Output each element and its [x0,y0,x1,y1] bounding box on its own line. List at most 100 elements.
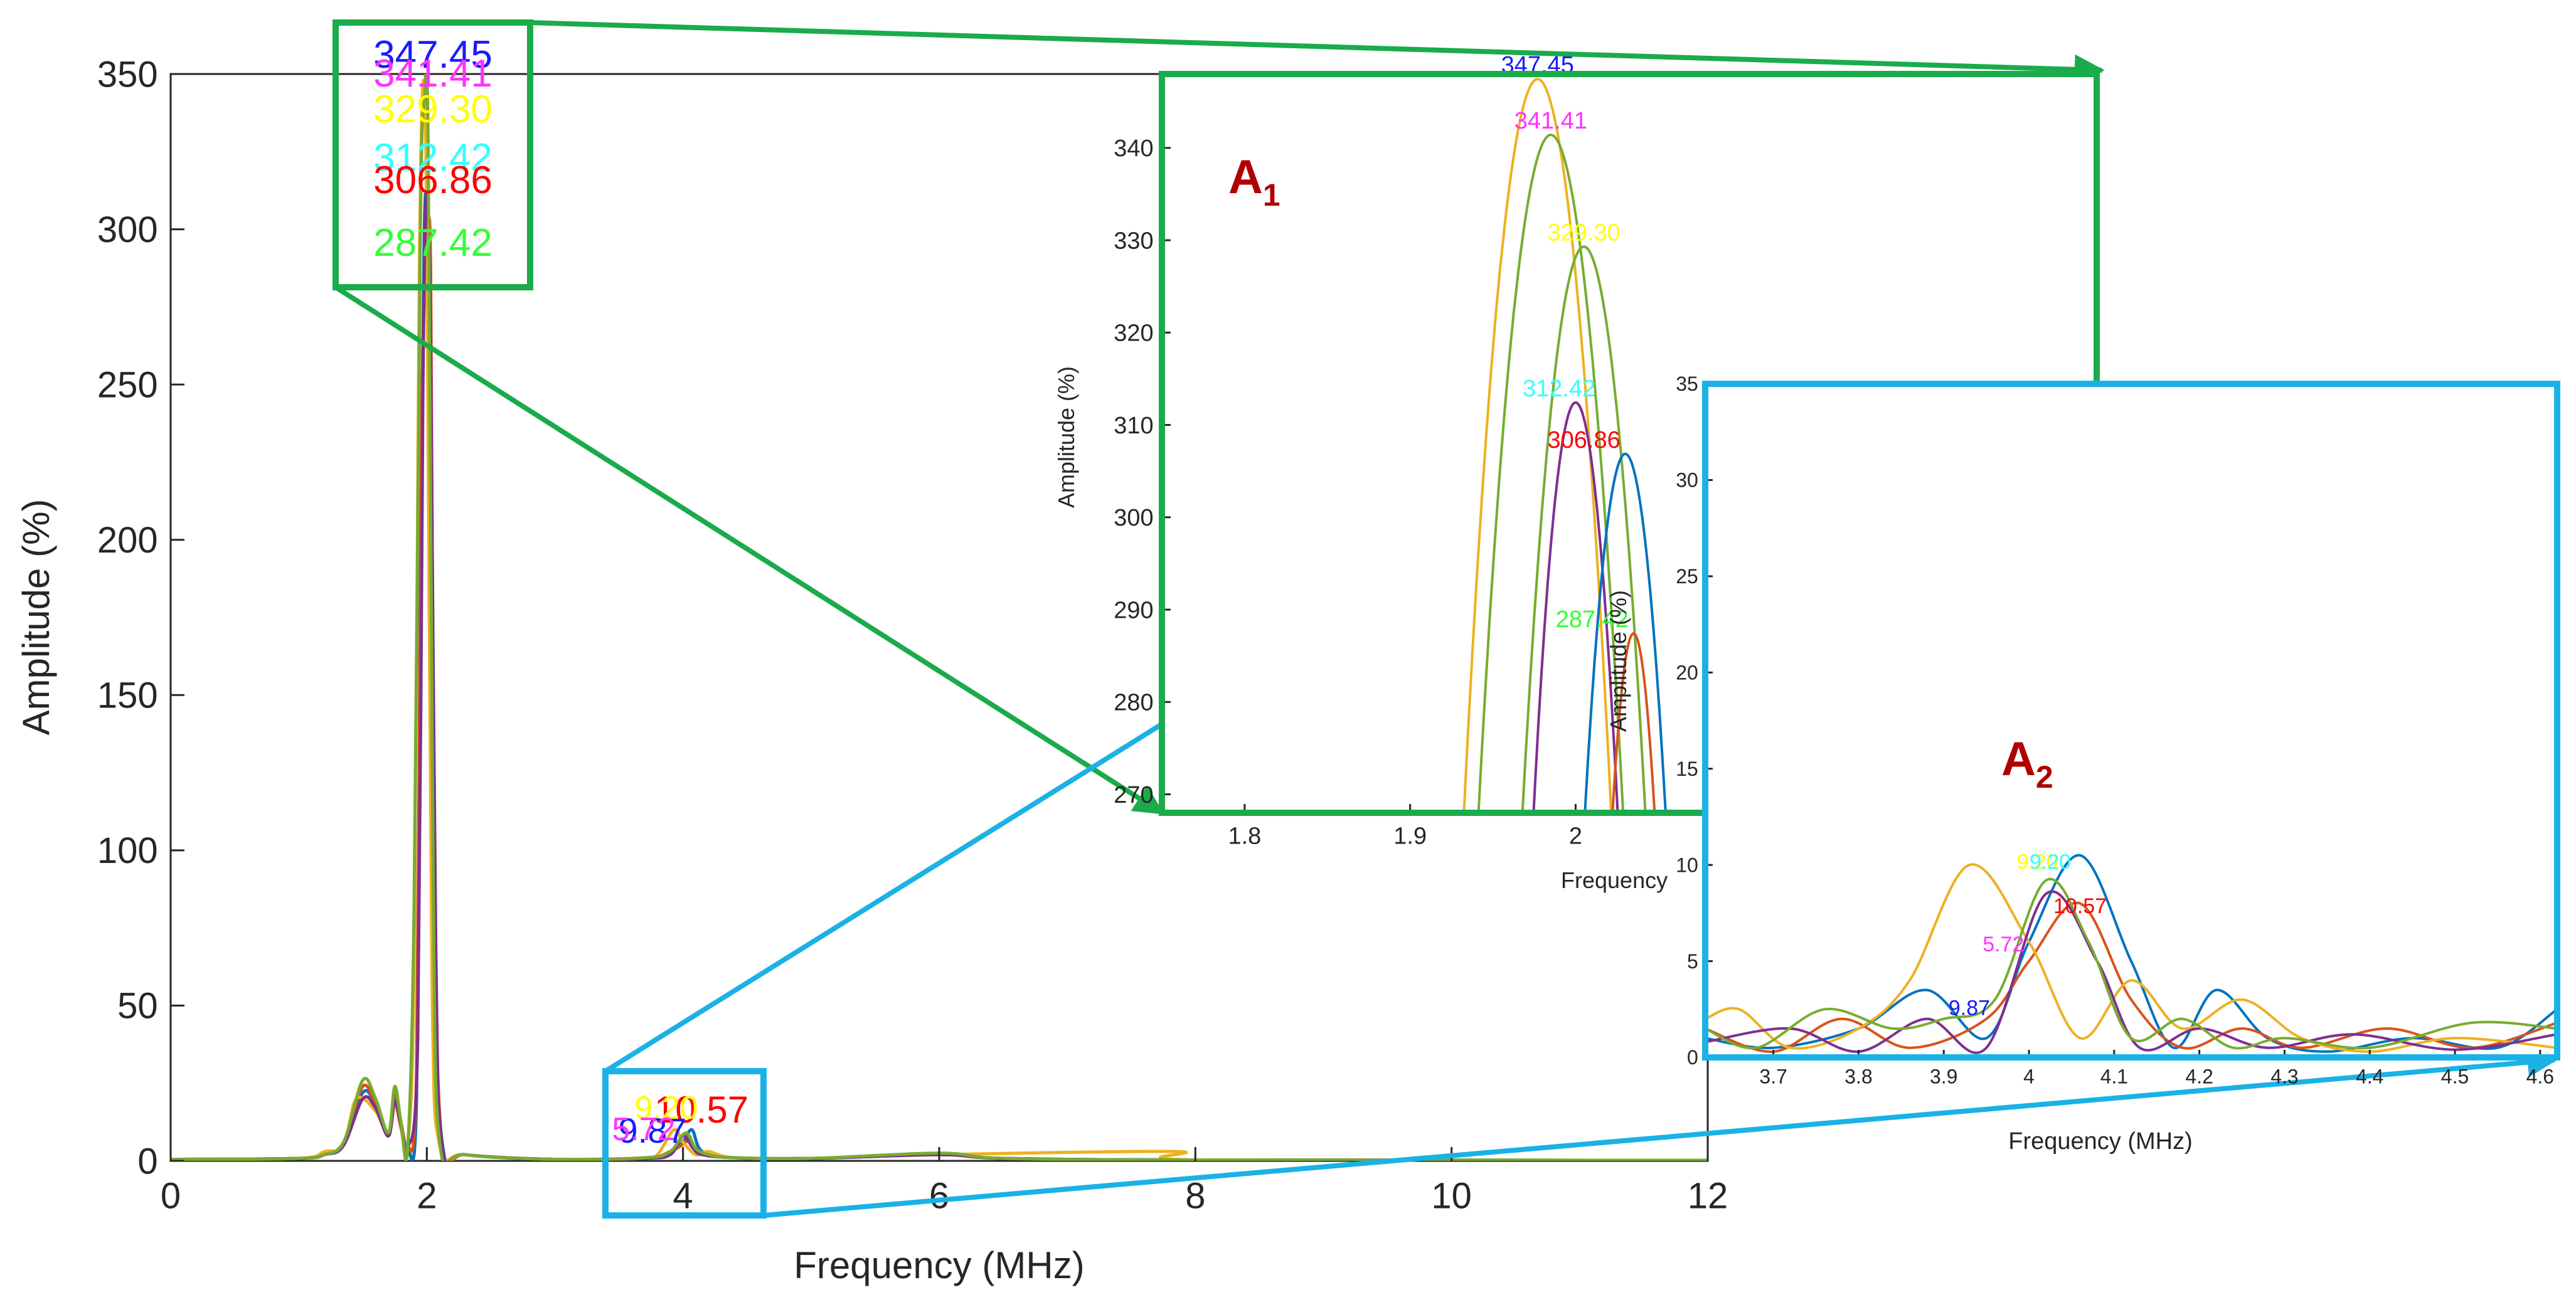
y-tick-label: 5 [1687,950,1698,973]
x-tick-label: 4.2 [2185,1066,2213,1088]
inset-a2-peak-labels: 9.209.20 10.57 5.72 9.87 [1949,850,2107,1020]
zoom-connectors-a1 [333,19,2105,815]
main-small-labels: 10.579.209.875.72 [612,1089,748,1150]
x-tick-label: 4.6 [2526,1066,2554,1088]
main-series-group [171,74,1708,1161]
y-tick-label: 50 [117,986,158,1027]
main-peak-label: 312.42 [373,136,492,179]
y-tick-label: 150 [97,675,158,716]
inset-a2-series-line-3 [1705,863,2557,1053]
y-tick-label: 200 [97,520,158,561]
x-tick-label: 4.1 [2100,1066,2128,1088]
x-tick-label: 3.7 [1759,1066,1787,1088]
y-tick-label: 320 [1114,320,1153,347]
x-tick-label: 2 [1569,823,1582,849]
main-small-label: 5.72 [612,1111,675,1148]
y-tick-label: 0 [137,1141,157,1182]
x-tick-label: 2 [417,1175,437,1216]
main-series-line-5 [171,74,1708,1161]
connector-a1-top [530,20,2105,85]
inset-a2: 9.209.20 10.57 5.72 9.87 3.7 3.8 3.9 4 4.1 4.2 4.… [1605,373,2560,1155]
zoom-box-a1-source [333,19,533,290]
main-small-label: 10.57 [654,1089,748,1131]
y-tick-label: 290 [1114,597,1153,623]
inset-a2-series-line-1 [1705,854,2557,1053]
x-tick-label: 8 [1185,1175,1205,1216]
inset-a1-peak-label: 312.42 [1523,376,1595,402]
inset-a1-peak-curve-4 [1532,401,1619,813]
inset-a2-frame [1702,381,2560,1061]
inset-a1-peak-label: 341.41 [1514,108,1587,134]
inset-a1-x-axis-label: Frequency [1561,867,1668,893]
inset-a1-letter-sub: 1 [1263,177,1280,213]
inset-a1-letter-main: A [1228,151,1263,204]
x-tick-label: 10 [1431,1175,1472,1216]
connector-a2-bottom [763,1047,2558,1218]
y-tick-label: 270 [1114,782,1153,808]
x-tick-label: 4 [673,1175,693,1216]
inset-a2-peak-label: 9.20 [2017,850,2058,874]
connector-a1-bottom [334,285,1165,815]
inset-a1-peak-label: 287.42 [1556,606,1629,633]
y-tick-label: 15 [1676,758,1698,780]
main-peak-label: 287.42 [373,221,492,265]
main-small-label: 9.87 [619,1111,687,1150]
inset-a1-peak-curve-3 [1521,245,1647,813]
inset-a2-peak-label: 10.57 [2053,894,2107,918]
x-tick-label: 0 [161,1175,181,1216]
y-tick-label: 330 [1114,228,1153,254]
inset-a2-peak-label: 5.72 [1983,933,2024,956]
inset-a1-y-axis: 270 280 290 300 310 320 330 340 [1114,135,1171,808]
x-tick-label: 4 [2023,1066,2035,1088]
x-tick-label: 3.8 [1844,1066,1872,1088]
main-small-label: 9.20 [634,1090,698,1126]
y-tick-label: 30 [1676,469,1698,492]
main-peak-label: 306.86 [373,159,492,202]
main-x-axis-label: Frequency (MHz) [794,1244,1084,1286]
inset-a2-letter-main: A [2001,733,2036,786]
y-tick-label: 300 [1114,505,1153,531]
x-tick-label: 6 [929,1175,949,1216]
x-tick-label: 4.3 [2270,1066,2298,1088]
y-tick-label: 25 [1676,565,1698,588]
y-tick-label: 300 [97,209,158,250]
inset-a1-peak-label: 306.86 [1548,427,1621,453]
inset-a1-y-axis-label: Amplitude (%) [1053,366,1079,508]
inset-a1-peak-curve-5 [1583,452,1667,813]
inset-a1-letter: A1 [1228,151,1280,213]
y-tick-label: 280 [1114,690,1153,716]
main-peak-label: 329.30 [373,88,492,131]
inset-a2-series-group [1705,854,2557,1054]
main-y-axis-label: Amplitude (%) [15,499,57,736]
x-tick-label: 12 [1688,1175,1728,1216]
inset-a1-peak-curve-6 [1611,632,1656,813]
inset-a1-series-group [1462,78,1667,813]
inset-a2-series-line-4 [1705,890,2557,1054]
inset-a2-x-axis: 3.7 3.8 3.9 4 4.1 4.2 4.3 4.4 4.5 4.6 [1759,1050,2554,1088]
inset-a2-background [1705,384,2557,1057]
inset-a1-peak-label: 329.30 [1548,220,1621,246]
y-tick-label: 10 [1676,854,1698,876]
y-tick-label: 250 [97,364,158,405]
main-y-axis: 0 50 100 150 200 250 300 350 [97,54,184,1182]
y-tick-label: 35 [1676,373,1698,395]
inset-a2-series-line-5 [1705,877,2557,1050]
inset-a1-peak-curve-1 [1462,78,1613,813]
y-tick-label: 350 [97,54,158,95]
inset-a2-peak-label: 9.20 [2030,850,2071,874]
main-peak-label: 341.41 [373,52,492,95]
inset-a2-peak-label: 9.87 [1949,996,1990,1020]
inset-a2-x-axis-label: Frequency (MHz) [2008,1128,2193,1155]
main-x-axis: 0 2 4 6 8 10 12 [161,1147,1728,1216]
x-tick-label: 1.8 [1228,823,1261,849]
inset-a2-series-line-2 [1705,901,2557,1053]
y-tick-label: 310 [1114,413,1153,439]
y-tick-label: 100 [97,830,158,871]
y-tick-label: 340 [1114,135,1153,162]
inset-a2-letter-sub: 2 [2036,759,2053,795]
zoom-box-a2-source [602,1068,767,1219]
x-tick-label: 1.9 [1393,823,1427,849]
y-tick-label: 20 [1676,661,1698,684]
